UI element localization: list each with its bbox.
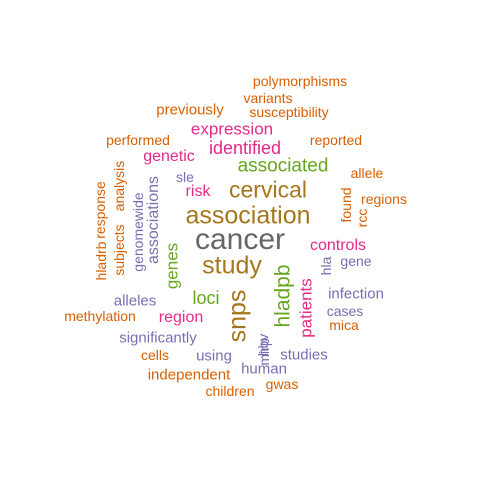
word-rcc: rcc [354,208,370,228]
word-performed: performed [106,132,170,148]
word-cells: cells [140,347,170,363]
word-reported: reported [309,132,363,148]
word-association: association [185,201,311,230]
word-independent: independent [147,366,231,384]
word-genetic: genetic [143,148,195,165]
word-allele: allele [350,165,384,181]
word-significantly: significantly [119,329,197,347]
word-polymorphisms: polymorphisms [252,73,348,89]
word-regions: regions [361,191,407,207]
word-identified: identified [208,138,282,158]
word-variants: variants [243,90,293,106]
word-study: study [202,251,262,280]
word-region: region [158,309,204,326]
word-cancer: cancer [194,223,286,256]
word-associations: associations [145,175,162,265]
word-methylation: methylation [64,308,136,324]
word-human: human [241,360,287,378]
word-infection: infection [328,285,384,303]
word-expression: expression [190,119,274,139]
word-cervical: cervical [229,176,307,203]
word-associated: associated [237,155,329,177]
word-mica: mica [329,317,359,333]
word-patients: patients [296,278,316,338]
word-using: using [196,347,232,365]
word-cases: cases [326,303,364,319]
word-controls: controls [309,237,367,254]
word-response: response [92,181,108,239]
word-alleles: alleles [113,292,157,310]
word-hladpb: hladpb [271,264,295,328]
word-previously: previously [156,101,224,119]
word-susceptibility: susceptibility [249,104,329,120]
word-snps: snps [223,289,252,343]
word-loci: loci [192,288,220,308]
word-genes: genes [162,242,182,290]
word-hladrb: hladrb [93,241,109,281]
word-gene: gene [340,253,372,269]
word-subjects: subjects [111,224,127,276]
word-studies: studies [280,346,328,364]
word-hla: hla [318,256,334,276]
word-found: found [338,187,354,223]
word-sle: sle [176,169,194,185]
word-analysis: analysis [111,160,127,212]
word-genomewide: genomewide [130,192,146,272]
word-gwas: gwas [265,376,299,392]
word-children: children [205,383,255,399]
word-risk: risk [185,183,211,200]
